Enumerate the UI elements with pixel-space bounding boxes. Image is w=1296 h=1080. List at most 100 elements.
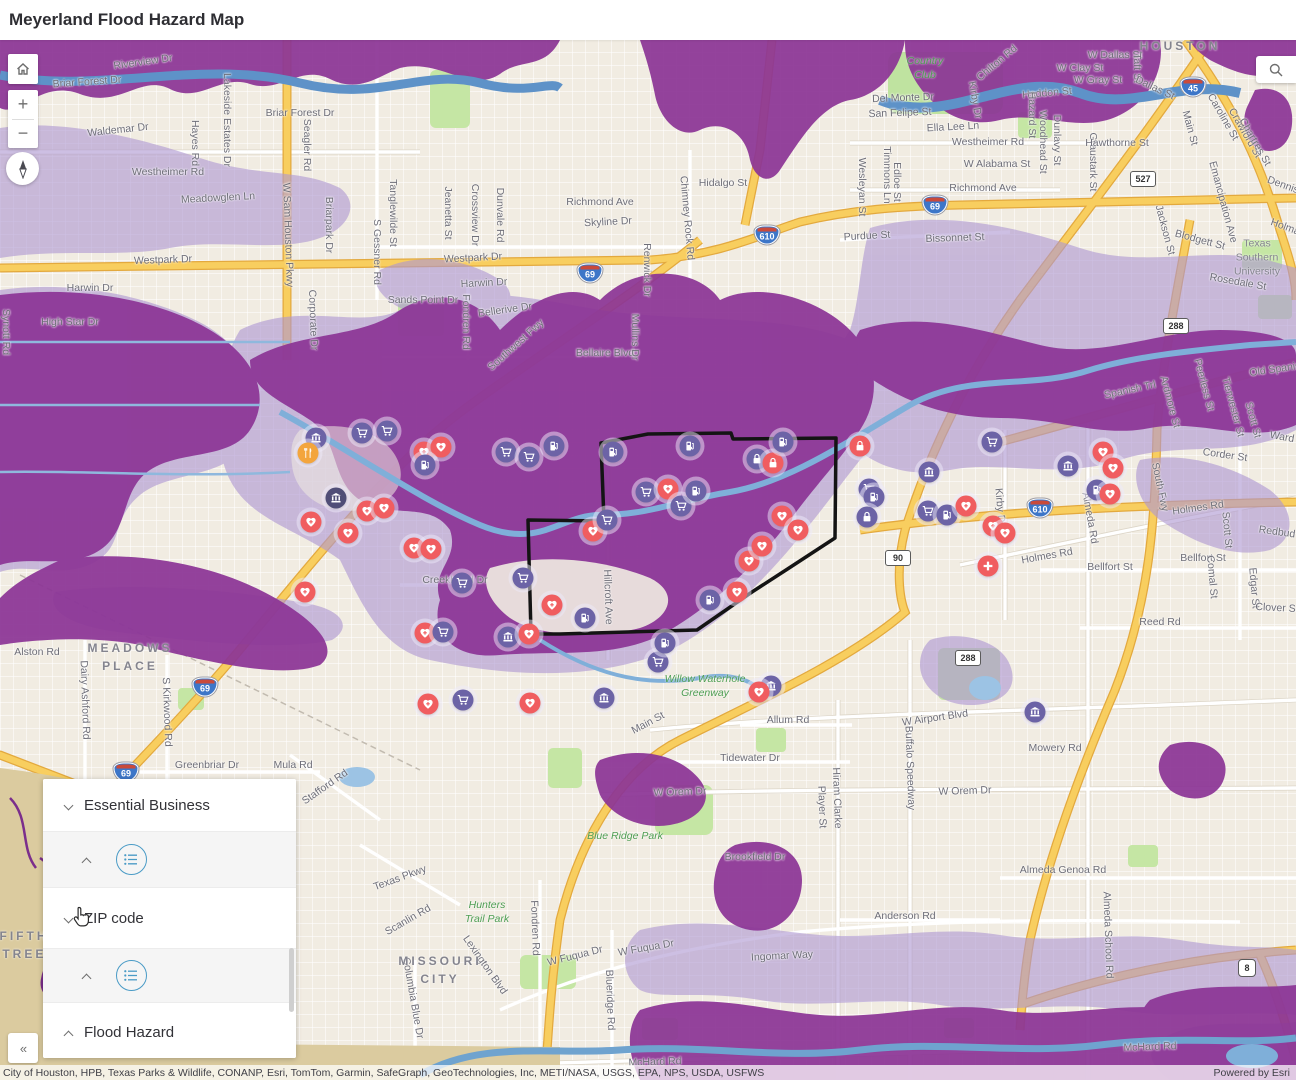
- heart-icon: [378, 502, 391, 515]
- business-marker-bank[interactable]: [593, 687, 615, 709]
- business-marker-heart[interactable]: [337, 522, 359, 544]
- chevron-up-icon[interactable]: [82, 971, 92, 981]
- collapse-panel-button[interactable]: «: [8, 1033, 38, 1063]
- business-marker-heart[interactable]: [1102, 457, 1124, 479]
- fuel-icon: [579, 612, 592, 625]
- search-button[interactable]: [1256, 56, 1296, 83]
- business-marker-heart[interactable]: [403, 537, 425, 559]
- legend-section-label: Flood Hazard: [84, 1024, 175, 1041]
- business-marker-heart[interactable]: [518, 623, 540, 645]
- business-marker-heart[interactable]: [1092, 441, 1114, 463]
- business-marker-heart[interactable]: [430, 436, 452, 458]
- zoom-in-button[interactable]: +: [17, 93, 29, 114]
- business-marker-lock[interactable]: [849, 435, 871, 457]
- fuel-icon: [941, 509, 954, 522]
- business-marker-cart[interactable]: [351, 422, 373, 444]
- legend-list-icon[interactable]: [116, 844, 147, 875]
- page-title: Meyerland Flood Hazard Map: [9, 10, 245, 29]
- heart-icon: [408, 542, 421, 555]
- business-marker-lock[interactable]: [856, 506, 878, 528]
- compass-needle-icon: [18, 159, 27, 179]
- heart-icon: [960, 500, 973, 513]
- business-marker-fuel[interactable]: [685, 480, 707, 502]
- chevron-up-icon[interactable]: [64, 1028, 74, 1038]
- business-marker-fuel[interactable]: [863, 486, 885, 508]
- zoom-divider: [12, 118, 34, 120]
- business-marker-fuel[interactable]: [699, 589, 721, 611]
- business-marker-fuel[interactable]: [602, 441, 624, 463]
- business-marker-lock[interactable]: [746, 448, 768, 470]
- compass-button[interactable]: [6, 152, 39, 185]
- heart-icon: [731, 586, 744, 599]
- business-marker-fuel[interactable]: [679, 435, 701, 457]
- chevron-up-icon[interactable]: [82, 855, 92, 865]
- business-marker-cart[interactable]: [376, 420, 398, 442]
- business-marker-bank[interactable]: [497, 626, 519, 648]
- business-marker-fuel[interactable]: [936, 504, 958, 526]
- business-marker-heart[interactable]: [751, 535, 773, 557]
- business-marker-heart[interactable]: [657, 478, 679, 500]
- business-marker-cart[interactable]: [518, 446, 540, 468]
- legend-section-essential-business[interactable]: Essential Business: [43, 779, 296, 831]
- business-marker-heart[interactable]: [373, 497, 395, 519]
- business-marker-fuel[interactable]: [574, 607, 596, 629]
- business-marker-bank[interactable]: [1057, 455, 1079, 477]
- business-marker-bank[interactable]: [1024, 701, 1046, 723]
- business-marker-heart[interactable]: [787, 519, 809, 541]
- business-marker-heart[interactable]: [300, 511, 322, 533]
- chevron-down-icon[interactable]: [64, 913, 74, 923]
- business-marker-cart[interactable]: [635, 481, 657, 503]
- cart-icon: [437, 626, 450, 639]
- business-marker-cart[interactable]: [451, 572, 473, 594]
- business-marker-cart[interactable]: [647, 651, 669, 673]
- business-marker-cart[interactable]: [432, 621, 454, 643]
- legend-list-icon[interactable]: [116, 960, 147, 991]
- business-marker-fuel[interactable]: [414, 454, 436, 476]
- home-button[interactable]: [8, 54, 38, 84]
- legend-section-zip-code[interactable]: ZIP code: [43, 888, 296, 948]
- business-marker-fuel[interactable]: [543, 435, 565, 457]
- business-marker-heart[interactable]: [420, 538, 442, 560]
- business-marker-cart[interactable]: [495, 441, 517, 463]
- chevron-down-icon[interactable]: [64, 800, 74, 810]
- business-marker-lock[interactable]: [762, 452, 784, 474]
- business-marker-cart[interactable]: [452, 689, 474, 711]
- business-marker-heart[interactable]: [994, 522, 1016, 544]
- business-marker-heart[interactable]: [356, 500, 378, 522]
- business-marker-cart[interactable]: [917, 500, 939, 522]
- business-marker-heart[interactable]: [1099, 483, 1121, 505]
- business-marker-fuel[interactable]: [772, 431, 794, 453]
- business-marker-cart[interactable]: [512, 567, 534, 589]
- legend-section-label: Essential Business: [84, 796, 210, 814]
- business-marker-heart[interactable]: [414, 622, 436, 644]
- business-marker-bank[interactable]: [918, 461, 940, 483]
- business-marker-heart[interactable]: [294, 581, 316, 603]
- business-marker-heart[interactable]: [738, 550, 760, 572]
- heart-icon: [299, 586, 312, 599]
- business-marker-heart[interactable]: [771, 505, 793, 527]
- business-marker-cart[interactable]: [981, 431, 1003, 453]
- business-marker-heart[interactable]: [726, 581, 748, 603]
- business-marker-heart[interactable]: [519, 692, 541, 714]
- fuel-icon: [419, 459, 432, 472]
- legend-scrollbar[interactable]: [289, 948, 294, 1012]
- business-marker-heart[interactable]: [417, 693, 439, 715]
- business-marker-heart[interactable]: [541, 594, 563, 616]
- business-marker-cart[interactable]: [670, 495, 692, 517]
- business-marker-cross[interactable]: [977, 555, 999, 577]
- business-marker-heart[interactable]: [748, 681, 770, 703]
- business-marker-food[interactable]: [297, 442, 319, 464]
- heart-icon: [1107, 462, 1120, 475]
- business-marker-bank[interactable]: [325, 487, 347, 509]
- bank-icon: [330, 492, 343, 505]
- business-marker-cart[interactable]: [596, 509, 618, 531]
- business-marker-fuel[interactable]: [654, 632, 676, 654]
- zoom-out-button[interactable]: −: [17, 123, 29, 144]
- cart-icon: [523, 451, 536, 464]
- cart-icon: [500, 446, 513, 459]
- legend-section-flood-hazard[interactable]: Flood Hazard: [43, 1003, 296, 1058]
- legend-subrow-essential-business: [43, 831, 296, 888]
- business-marker-heart[interactable]: [955, 495, 977, 517]
